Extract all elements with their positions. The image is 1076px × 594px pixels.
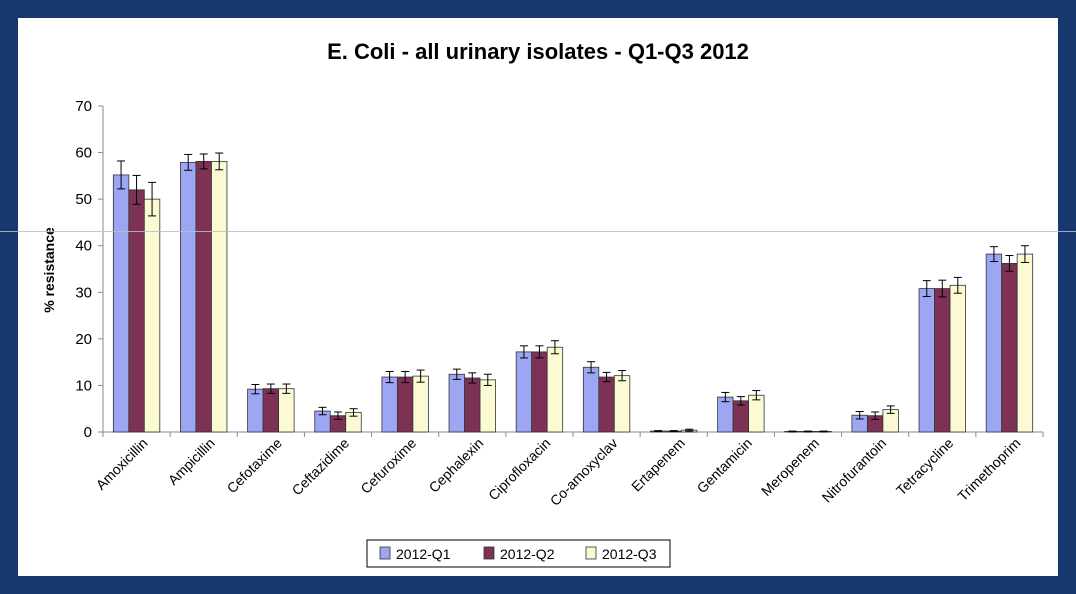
bar bbox=[128, 189, 145, 433]
y-tick-label: 50 bbox=[75, 191, 92, 208]
x-tick-label: Amoxicillin bbox=[93, 435, 151, 493]
guide-line bbox=[0, 231, 1076, 232]
x-tick-label: Trimethoprim bbox=[954, 435, 1023, 504]
bar bbox=[262, 388, 280, 433]
legend-box bbox=[366, 539, 671, 568]
bar bbox=[412, 375, 429, 433]
legend: 2012-Q1 2012-Q2 2012-Q3 bbox=[366, 539, 671, 568]
y-axis-label: % resistance bbox=[41, 227, 57, 313]
y-tick-label: 70 bbox=[75, 98, 92, 115]
x-tick-label: Ciprofloxacin bbox=[485, 435, 554, 504]
y-tick-label: 10 bbox=[75, 377, 92, 394]
bar bbox=[448, 373, 465, 433]
plot-area: 0 10 20 30 40 50 60 70 Amoxicillin Ampicillin Cefo… bbox=[75, 98, 1044, 509]
x-tick-label: Co-amoxyclav bbox=[547, 435, 621, 509]
bar bbox=[396, 376, 414, 433]
bar bbox=[748, 394, 765, 433]
bar bbox=[546, 346, 564, 433]
x-tick-label: Cefuroxime bbox=[357, 435, 419, 497]
bar bbox=[180, 161, 197, 433]
x-tick-label: Ertapenem bbox=[628, 435, 688, 495]
bar bbox=[949, 284, 966, 433]
bar bbox=[278, 388, 295, 433]
x-tick-label: Meropenem bbox=[758, 435, 822, 499]
bar bbox=[143, 198, 161, 433]
x-tick-label: Ampicillin bbox=[165, 435, 218, 488]
chart-title: E. Coli - all urinary isolates - Q1-Q3 2… bbox=[327, 39, 749, 64]
x-tick-label: Ceftazidime bbox=[289, 435, 353, 499]
bar bbox=[613, 375, 631, 433]
bar bbox=[582, 366, 600, 433]
bar bbox=[531, 351, 548, 433]
bar bbox=[464, 377, 481, 433]
bar bbox=[112, 174, 130, 433]
legend-swatch bbox=[379, 546, 391, 560]
legend-swatch bbox=[483, 546, 495, 560]
x-tick-label: Cephalexin bbox=[426, 435, 487, 496]
bar bbox=[247, 388, 264, 433]
bar bbox=[479, 379, 496, 433]
bar bbox=[918, 288, 935, 433]
x-tick-label: Tetracycline bbox=[893, 435, 957, 499]
legend-swatch bbox=[585, 546, 597, 560]
y-tick-label: 0 bbox=[84, 424, 92, 441]
legend-item-label: 2012-Q3 bbox=[602, 546, 657, 562]
legend-item-label: 2012-Q1 bbox=[396, 546, 451, 562]
bar bbox=[1016, 253, 1034, 433]
bar bbox=[1001, 263, 1018, 433]
bar bbox=[717, 396, 734, 433]
y-tick-label: 60 bbox=[75, 145, 92, 162]
y-tick-label: 40 bbox=[75, 238, 92, 255]
legend-item-label: 2012-Q2 bbox=[500, 546, 555, 562]
bar bbox=[934, 288, 951, 433]
bar bbox=[211, 161, 228, 433]
bar bbox=[381, 376, 398, 433]
x-tick-label: Nitrofurantoin bbox=[819, 435, 890, 506]
x-tick-label: Gentamicin bbox=[694, 435, 755, 496]
bar bbox=[515, 351, 533, 433]
x-tick-label: Cefotaxime bbox=[224, 435, 286, 497]
y-tick-label: 20 bbox=[75, 331, 92, 348]
y-tick-label: 30 bbox=[75, 284, 92, 301]
bar bbox=[985, 253, 1003, 433]
bar bbox=[598, 376, 615, 433]
bar bbox=[195, 161, 212, 433]
